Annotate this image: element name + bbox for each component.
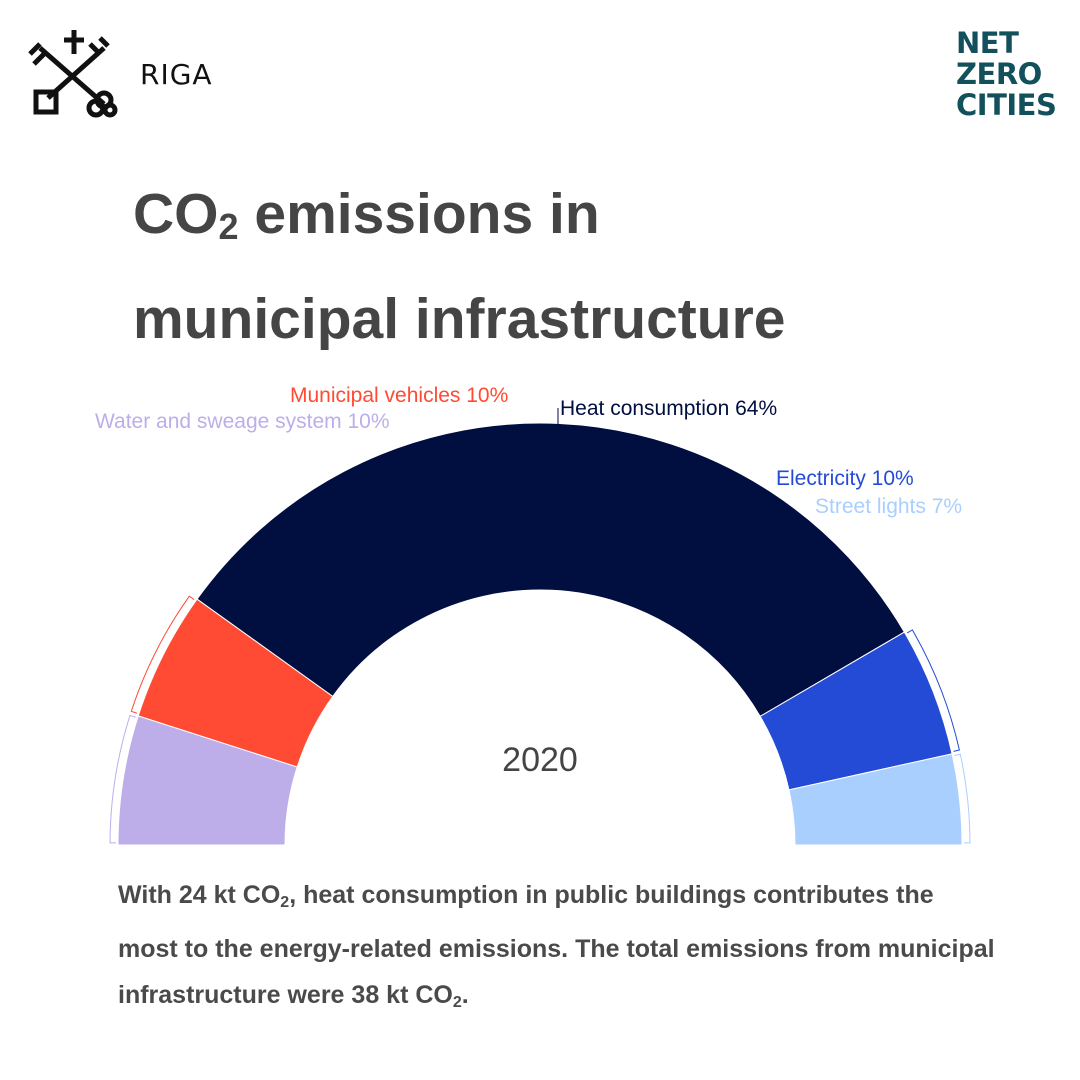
title-line2: municipal infrastructure [133,287,786,351]
title-text: CO [133,182,219,246]
logo-line: NET [956,26,1019,60]
leader-arc [954,753,971,844]
leader-arc [906,629,960,752]
semi-donut-chart: Water and sweage system 10% Municipal veh… [95,384,971,846]
city-name: RIGA [140,58,213,91]
title-text: emissions in [238,182,600,246]
segment-label: Municipal vehicles 10% [290,384,508,407]
caption-subscript: 2 [452,994,462,1011]
segment-heat-consumption [196,422,906,718]
segment-label: Water and sweage system 10% [95,410,390,433]
leader-arc [109,714,136,844]
center-year-label: 2020 [502,741,578,779]
title-subscript: 2 [218,206,239,247]
caption-text: , heat consumption in public buildings c… [118,881,995,1009]
logo-line: ZERO [956,57,1042,91]
caption-text: . [461,981,469,1009]
leader-arc [130,595,195,714]
segment-label: Heat consumption 64% [560,397,777,420]
riga-crossed-keys-logo [28,30,118,118]
segment-label: Street lights 7% [815,495,962,518]
segment-street-lights [788,753,963,846]
logo-line: CITIES [956,88,1057,122]
page-title: CO2 emissions in municipal infrastructur… [133,168,785,365]
net-zero-cities-logo: NET ZERO CITIES [956,26,1057,122]
chart-caption: With 24 kt CO2, heat consumption in publ… [118,872,998,1026]
segment-label: Electricity 10% [776,467,914,490]
caption-subscript: 2 [280,894,290,911]
caption-text: With 24 kt CO [118,881,281,909]
